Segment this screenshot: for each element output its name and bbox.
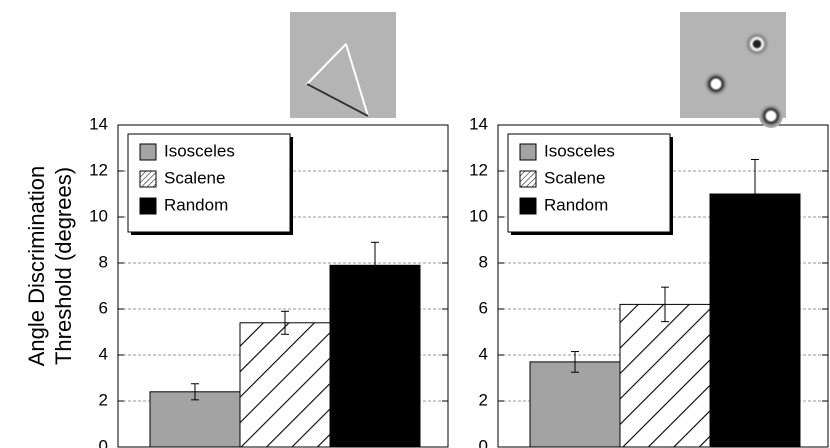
dots-inset (680, 12, 786, 128)
legend-label: Random (544, 195, 608, 214)
y-tick-label: 0 (479, 436, 488, 448)
legend-label: Random (164, 195, 228, 214)
y-tick-label: 6 (99, 298, 108, 317)
y-tick-label: 4 (99, 344, 108, 363)
y-tick-label: 0 (99, 436, 108, 448)
y-tick-label: 8 (99, 252, 108, 271)
y-tick-label: 14 (89, 114, 108, 133)
y-tick-label: 4 (479, 344, 488, 363)
bar (330, 265, 420, 447)
figure: 0 2 4 6 8 10 12 14 Angle DiscriminationThreshold… (0, 0, 830, 448)
y-axis-label: Threshold (degrees) (51, 167, 76, 365)
legend-label: Scalene (164, 168, 225, 187)
bar (530, 362, 620, 447)
triangle-inset (290, 12, 396, 118)
legend-swatch (140, 144, 156, 160)
bar (710, 194, 800, 447)
legend-swatch (520, 171, 536, 187)
y-tick-label: 12 (89, 160, 108, 179)
legend-label: Isosceles (544, 141, 615, 160)
legend-swatch (140, 198, 156, 214)
y-tick-label: 6 (479, 298, 488, 317)
legend-swatch (140, 171, 156, 187)
y-axis-label: Angle Discrimination (24, 166, 49, 367)
y-tick-label: 2 (99, 390, 108, 409)
bar (240, 323, 330, 447)
legend-swatch (520, 144, 536, 160)
legend-label: Isosceles (164, 141, 235, 160)
y-tick-label: 8 (479, 252, 488, 271)
bar (620, 304, 710, 447)
y-tick-label: 10 (469, 206, 488, 225)
y-tick-label: 12 (469, 160, 488, 179)
y-tick-label: 10 (89, 206, 108, 225)
y-tick-label: 14 (469, 114, 488, 133)
y-tick-label: 2 (479, 390, 488, 409)
legend-label: Scalene (544, 168, 605, 187)
legend-swatch (520, 198, 536, 214)
